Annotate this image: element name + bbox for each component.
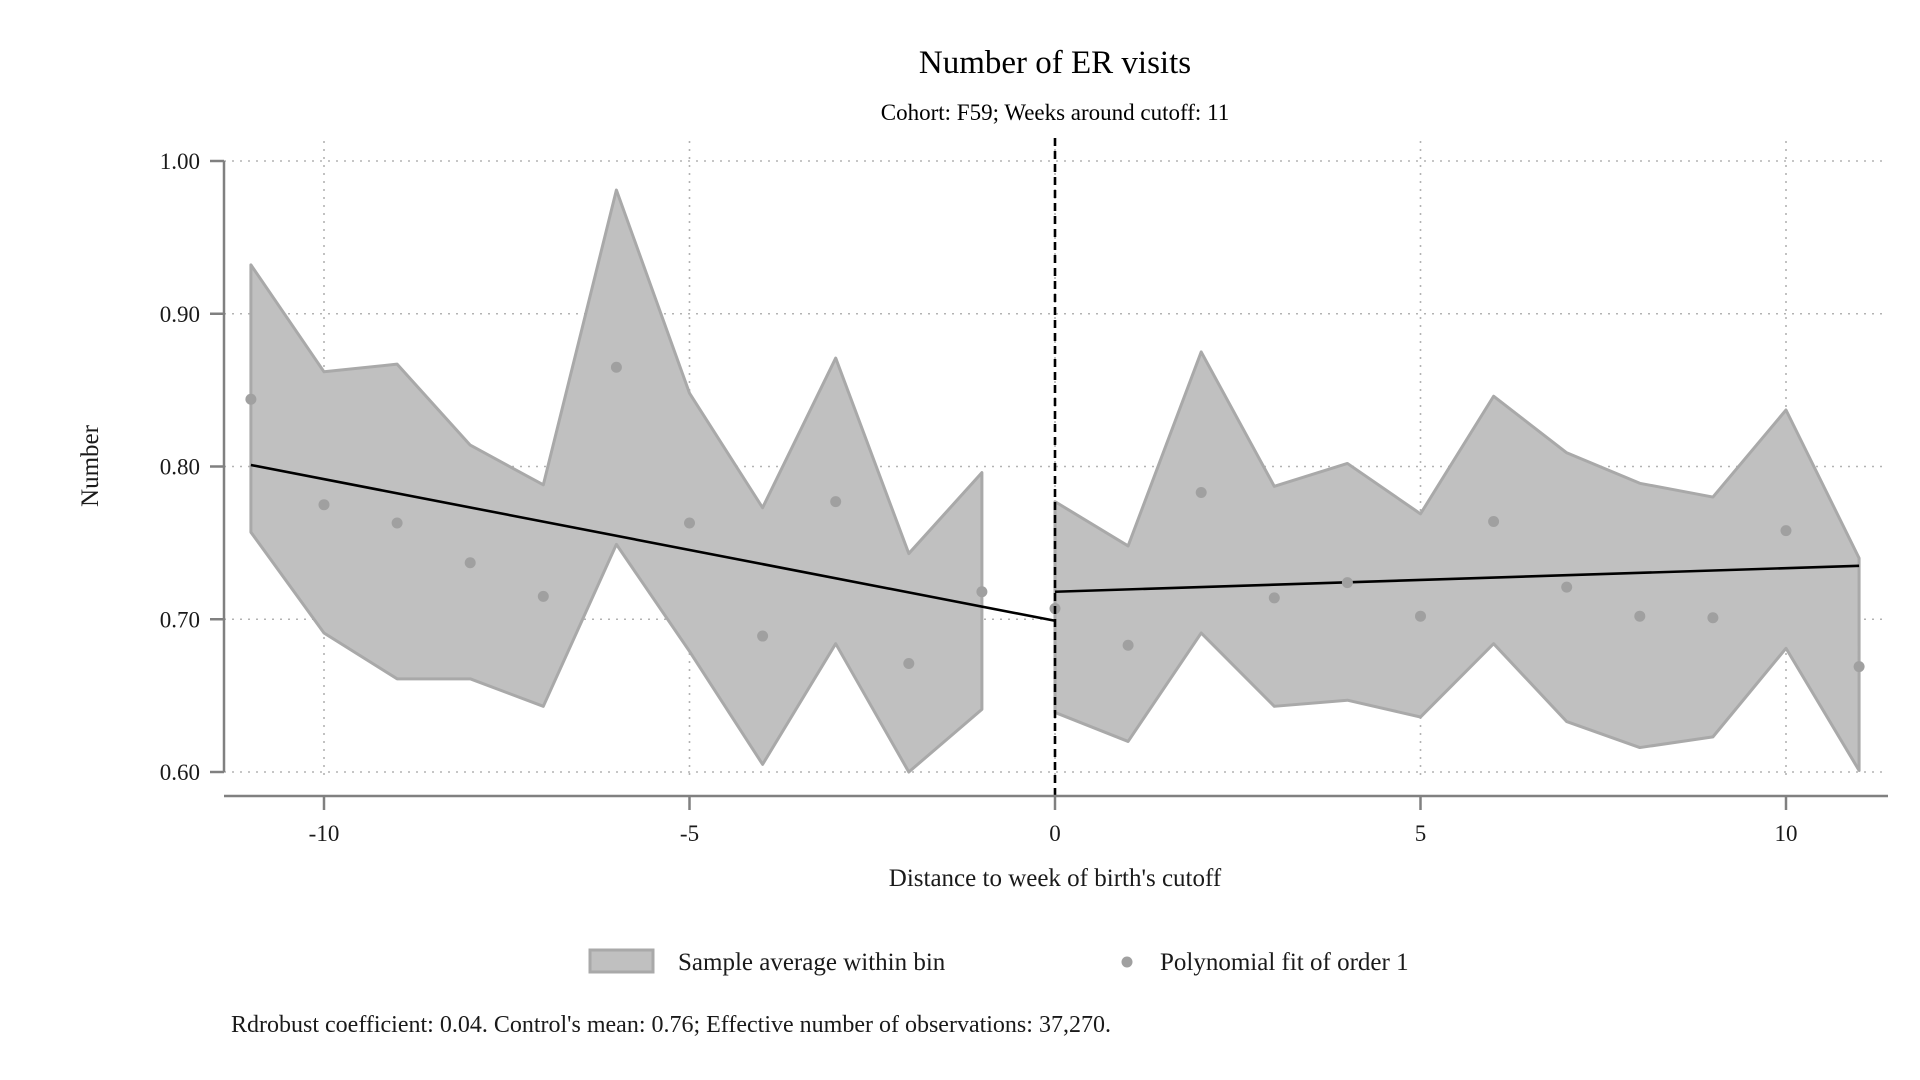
data-point	[830, 496, 842, 508]
legend: Sample average within bin Polynomial fit…	[588, 948, 1409, 976]
bin-points	[245, 361, 1865, 673]
x-tick-label: -5	[680, 821, 699, 846]
data-point	[610, 361, 622, 373]
data-point	[1561, 581, 1573, 593]
x-tick-label: 5	[1415, 821, 1427, 846]
data-point	[1122, 639, 1134, 651]
legend-point-marker	[1121, 956, 1133, 968]
x-tick-label: 10	[1775, 821, 1798, 846]
confidence-bands	[249, 188, 1861, 774]
data-point	[1780, 525, 1792, 537]
fit-line-left	[250, 463, 1056, 623]
y-axis-title: Number	[77, 424, 104, 507]
band-left	[249, 188, 984, 774]
data-point	[1707, 612, 1719, 624]
y-tick-label: 1.00	[160, 149, 200, 174]
y-tick-label: 0.90	[160, 302, 200, 327]
data-point	[1268, 592, 1280, 604]
y-tick-label: 0.80	[160, 455, 200, 480]
band-right	[1053, 350, 1861, 772]
data-point	[1415, 610, 1426, 622]
data-point	[1488, 515, 1500, 527]
legend-point-label: Polynomial fit of order 1	[1160, 949, 1409, 976]
data-point	[245, 393, 257, 405]
data-point	[1341, 577, 1353, 589]
chart-note: Rdrobust coefficient: 0.04. Control's me…	[231, 1012, 1111, 1038]
data-point	[684, 517, 695, 529]
data-point	[318, 499, 330, 511]
legend-band-swatch	[588, 948, 655, 974]
data-point	[903, 658, 915, 670]
x-axis-title: Distance to week of birth's cutoff	[889, 865, 1222, 892]
data-point	[1634, 610, 1646, 622]
y-tick-label: 0.70	[160, 607, 200, 632]
chart-title: Number of ER visits	[919, 45, 1191, 81]
x-tick-label: 0	[1049, 821, 1061, 846]
data-point	[464, 557, 476, 569]
chart-subtitle: Cohort: F59; Weeks around cutoff: 11	[881, 100, 1229, 125]
fit-lines	[250, 463, 1860, 623]
data-point	[1853, 661, 1865, 673]
data-point	[976, 586, 988, 598]
fit-line-right	[1054, 564, 1860, 594]
axes: 0.60 0.70 0.80 0.90 1.00 -10 -5 0 5 10	[160, 149, 1888, 846]
x-tick-label: -10	[309, 821, 340, 846]
legend-band-label: Sample average within bin	[678, 949, 946, 976]
data-point	[757, 630, 769, 642]
data-point	[391, 517, 403, 529]
data-point	[537, 590, 549, 602]
data-point	[1195, 486, 1207, 498]
y-tick-label: 0.60	[160, 760, 200, 785]
